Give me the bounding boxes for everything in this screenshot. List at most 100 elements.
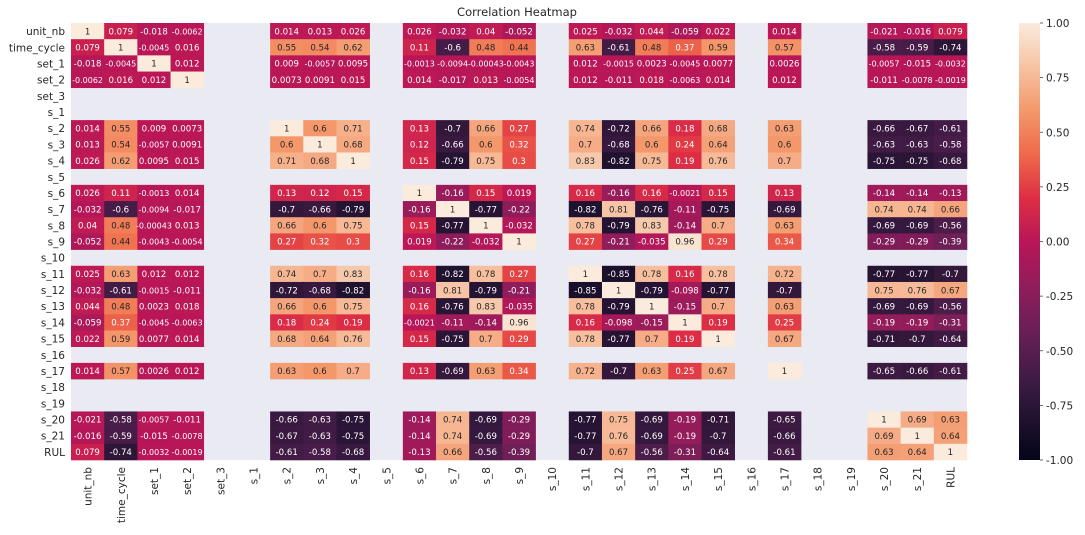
heatmap-cell (170, 362, 205, 380)
heatmap-cell (502, 120, 536, 137)
cell-annotation: 0.78 (576, 302, 595, 312)
cell-annotation: 0.62 (344, 43, 363, 53)
heatmap-cell (867, 330, 901, 348)
y-tick-label: s_10 (41, 253, 65, 265)
cell-annotation: 0.0095 (139, 157, 169, 167)
cell-annotation: -0.011 (173, 286, 201, 296)
heatmap-cell (402, 443, 437, 461)
cell-annotation: -0.58 (309, 448, 331, 458)
heatmap-cell (701, 233, 736, 250)
cell-annotation: -0.58 (110, 416, 132, 426)
heatmap-cell (170, 23, 205, 40)
cell-annotation: 0.0026 (769, 60, 799, 70)
heatmap-cell (635, 330, 669, 348)
heatmap-cell (336, 201, 370, 218)
colorbar-tick-label: 0.75 (1046, 73, 1069, 85)
cell-annotation: 0.68 (344, 141, 363, 151)
y-tick-label: unit_nb (26, 26, 65, 38)
y-tick-label: s_13 (41, 301, 65, 313)
heatmap-cell (568, 233, 603, 250)
cell-annotation: -0.75 (906, 157, 928, 167)
cell-annotation: 0.3 (346, 238, 360, 248)
heatmap-cell (601, 120, 636, 137)
cell-annotation: 1 (118, 43, 123, 53)
heatmap-cell (701, 330, 736, 348)
cell-annotation: 1 (317, 141, 322, 151)
heatmap-cell (502, 55, 536, 72)
cell-annotation: -0.00043 (136, 222, 172, 231)
cell-annotation: -0.72 (276, 286, 298, 296)
cell-annotation: -0.22 (508, 205, 530, 215)
heatmap-cell (568, 71, 603, 89)
x-tick-label: unit_nb (83, 467, 95, 506)
heatmap-cell (601, 23, 636, 40)
cell-annotation: -0.66 (309, 205, 331, 215)
cell-annotation: 0.079 (108, 27, 133, 37)
heatmap-cell (701, 201, 736, 218)
heatmap-cell (270, 201, 304, 218)
heatmap-cell (104, 427, 138, 445)
cell-annotation: 0.63 (941, 416, 960, 426)
cell-annotation: -0.14 (873, 189, 895, 199)
heatmap-cell (767, 362, 802, 380)
heatmap-cell (568, 411, 603, 428)
heatmap-cell (270, 120, 304, 137)
cell-annotation: -0.035 (638, 238, 666, 248)
colorbar (1019, 23, 1040, 460)
cell-annotation: -0.75 (342, 416, 364, 426)
y-tick-label: s_3 (48, 139, 65, 151)
y-tick-label: s_1 (48, 107, 65, 119)
heatmap-cell (767, 136, 802, 153)
x-tick-label: s_4 (348, 467, 360, 485)
y-tick-label: s_9 (48, 237, 65, 249)
cell-annotation: 0.026 (75, 189, 100, 199)
heatmap-cell (336, 411, 370, 428)
heatmap-cell (701, 184, 736, 202)
heatmap-cell (436, 233, 470, 250)
heatmap-cell (767, 427, 802, 445)
cell-annotation: -0.0094 (437, 60, 468, 69)
heatmap-cell (867, 265, 901, 283)
heatmap-cell (933, 120, 968, 137)
heatmap-cell (568, 314, 603, 331)
heatmap-cell (336, 443, 370, 461)
cell-annotation: -0.7 (710, 432, 727, 442)
heatmap-cell (601, 233, 636, 250)
cell-annotation: -0.79 (607, 222, 629, 232)
heatmap-cell (601, 265, 636, 283)
heatmap-cell (502, 265, 536, 283)
cell-annotation: 0.57 (111, 367, 130, 377)
cell-annotation: 0.0026 (139, 367, 169, 377)
cell-annotation: 0.27 (509, 124, 528, 134)
heatmap-cell (767, 233, 802, 250)
cell-annotation: 0.018 (639, 76, 664, 86)
heatmap-cell (71, 217, 105, 234)
heatmap-cell (601, 136, 636, 153)
heatmap-cell (469, 330, 503, 348)
x-tick-label: s_13 (647, 467, 659, 491)
heatmap-cell (137, 71, 171, 89)
heatmap-cell (270, 55, 304, 72)
x-tick-label: s_5 (381, 467, 393, 484)
cell-annotation: -0.035 (505, 302, 533, 312)
cell-annotation: 0.37 (111, 319, 130, 329)
y-tick-label: s_15 (41, 334, 65, 346)
cell-annotation: -0.016 (903, 27, 931, 37)
x-tick-label: s_17 (779, 467, 791, 491)
cell-annotation: -0.68 (309, 286, 331, 296)
cell-annotation: 0.24 (310, 319, 329, 329)
cell-annotation: -0.015 (903, 60, 931, 70)
heatmap-cell (402, 298, 437, 315)
heatmap-cell (668, 23, 702, 40)
heatmap-cell (601, 443, 636, 461)
heatmap-cell (933, 281, 968, 299)
heatmap-cell (502, 298, 536, 315)
cell-annotation: 0.04 (78, 222, 97, 232)
heatmap-cell (867, 314, 901, 331)
cell-annotation: -0.7 (444, 124, 461, 134)
cell-annotation: -0.39 (939, 238, 961, 248)
y-axis-tick-labels: unit_nb time_cycle set_1 set_2 set_3 s_1 s_2 s_… (9, 26, 65, 459)
cell-annotation: -0.0062 (72, 76, 103, 85)
heatmap-cell (933, 71, 968, 89)
cell-annotation: -0.31 (939, 319, 961, 329)
